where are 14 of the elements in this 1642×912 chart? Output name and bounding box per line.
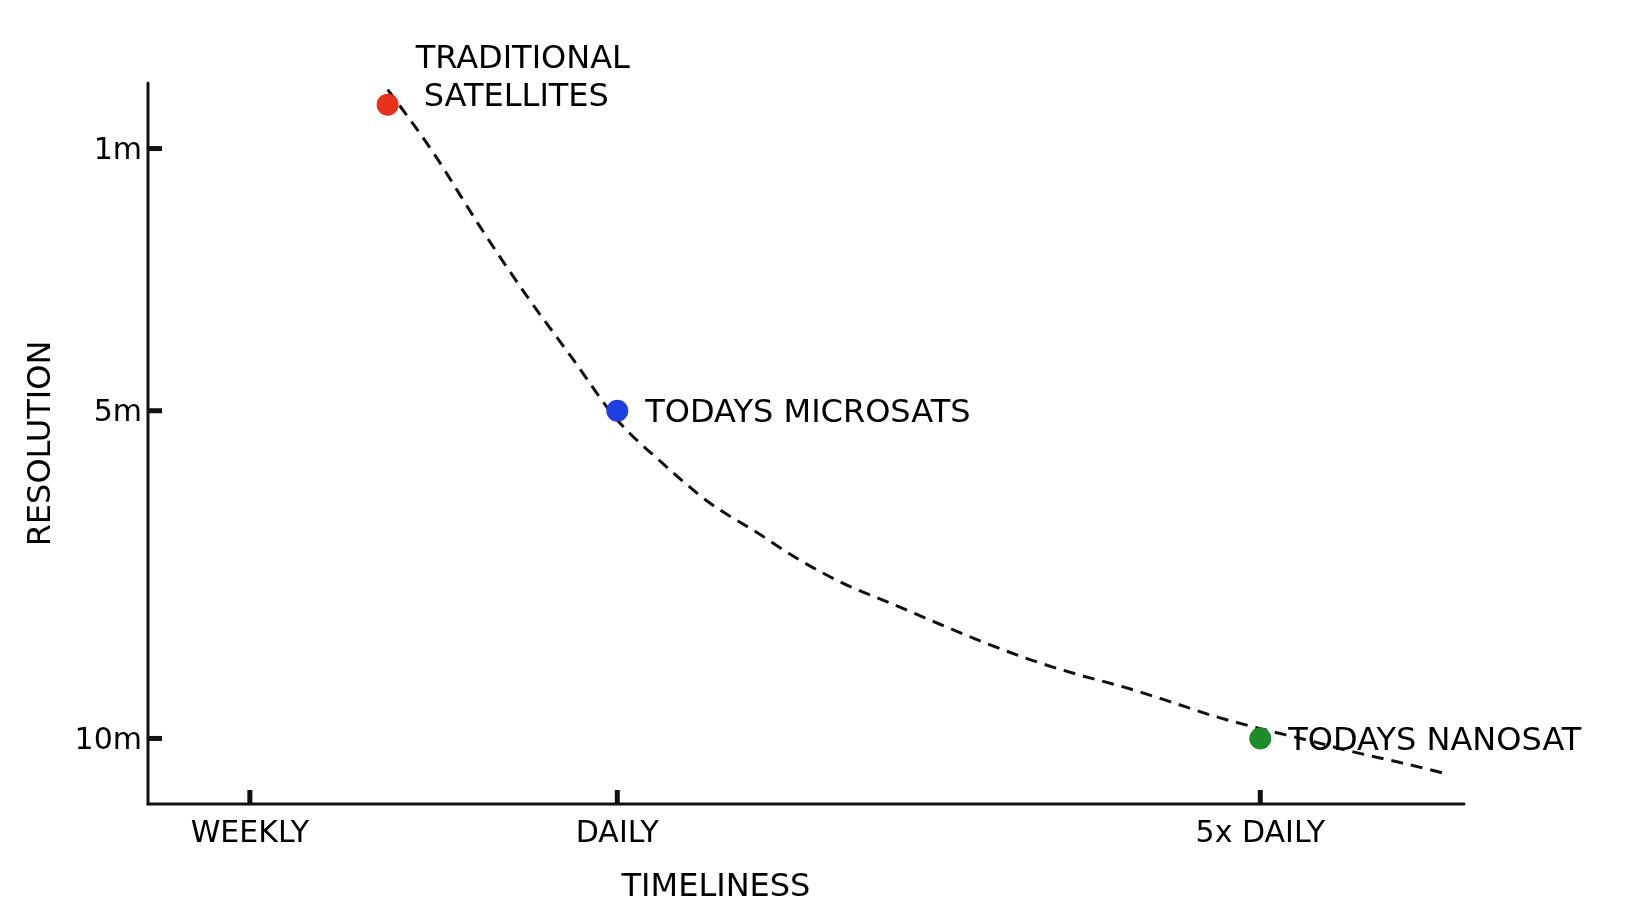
point [606, 399, 629, 422]
point [376, 93, 399, 116]
annotation: TODAYS NANOSAT [1287, 719, 1582, 758]
y-tick-label: 1m [93, 131, 142, 167]
x-tick-label: 5x DAILY [1195, 814, 1326, 849]
point [1249, 727, 1272, 750]
x-tick-label: DAILY [575, 814, 660, 849]
x-tick-label: WEEKLY [190, 814, 310, 849]
y-tick-label: 10m [74, 720, 142, 756]
annotation: TODAYS MICROSATS [644, 391, 971, 430]
x-axis-title: TIMELINESS [620, 866, 811, 904]
y-axis-title: RESOLUTION [20, 340, 58, 547]
annotation: TRADITIONAL SATELLITES [414, 37, 631, 114]
y-tick-label: 5m [93, 393, 142, 429]
